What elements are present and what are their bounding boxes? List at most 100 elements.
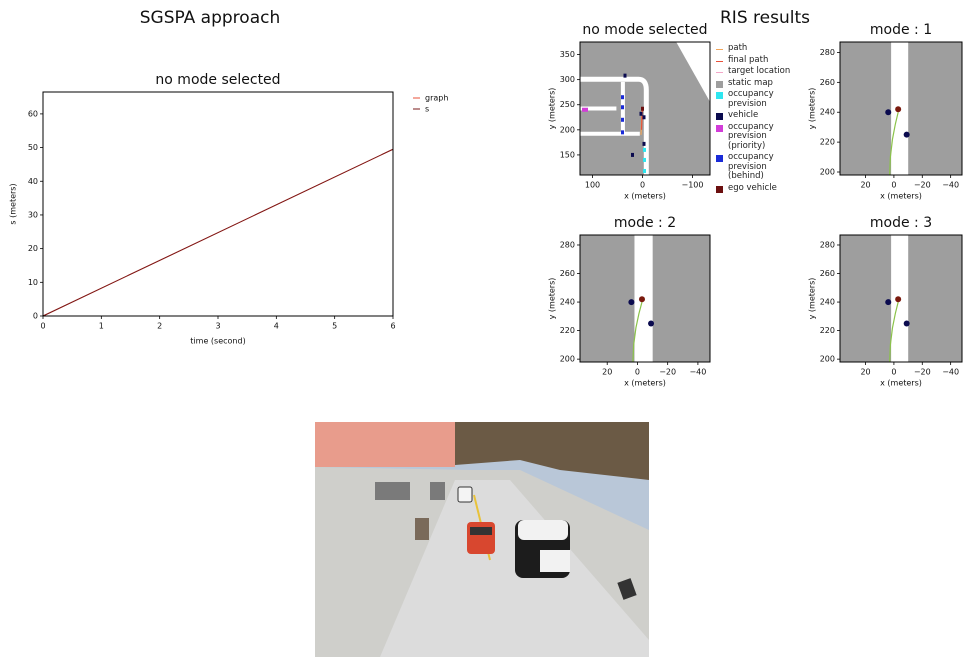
heading: RIS results: [720, 8, 810, 28]
x-axis-label: time (second): [190, 337, 245, 346]
x-tick-label: 6: [390, 322, 395, 331]
y-tick-label: 280: [820, 48, 835, 57]
x-tick-label: 0: [640, 181, 645, 190]
y-tick-label: 200: [560, 125, 575, 134]
y-tick-label: 300: [560, 75, 575, 84]
y-tick-label: 250: [560, 100, 575, 109]
plot-frame: [42, 91, 394, 317]
y-tick-label: 200: [820, 168, 835, 177]
simulation-view: [315, 422, 649, 657]
y-tick-label: 60: [28, 109, 38, 118]
legend: path final path target location static map o…: [716, 43, 798, 195]
legend-item: path: [716, 43, 798, 54]
y-axis-label: y (meters): [548, 88, 557, 130]
x-tick-label: −100: [682, 181, 704, 190]
y-tick-label: 240: [820, 108, 835, 117]
x-tick-label: −40: [942, 181, 959, 190]
legend-label: occupancy prevision (behind): [728, 152, 774, 181]
legend-item: target location: [716, 66, 798, 77]
y-tick-label: 50: [28, 143, 38, 152]
x-tick-label: 0: [891, 368, 896, 377]
x-axis-label: x (meters): [624, 379, 666, 388]
legend-label: occupancy prevision (priority): [728, 121, 774, 151]
road: [676, 42, 710, 102]
plot-frame: [579, 41, 711, 176]
x-tick-label: 0: [40, 322, 45, 331]
legend-item: occupancy prevision (priority): [716, 121, 798, 152]
chart-title: mode : 2: [614, 215, 676, 231]
marker: [621, 95, 624, 100]
x-tick-label: 20: [860, 368, 870, 377]
x-tick-label: 20: [602, 368, 612, 377]
y-axis-label: y (meters): [808, 88, 817, 130]
marker: [648, 320, 655, 327]
heading: SGSPA approach: [140, 8, 281, 28]
legend-label: path: [728, 43, 748, 53]
x-tick-label: 4: [274, 322, 279, 331]
chart-title: no mode selected: [155, 72, 280, 88]
legend-label: graph: [425, 94, 448, 103]
chart-title: mode : 3: [870, 215, 932, 231]
plot-area: [43, 92, 393, 316]
y-tick-label: 220: [820, 138, 835, 147]
y-tick-label: 30: [28, 210, 38, 219]
y-tick-label: 350: [560, 50, 575, 59]
x-tick-label: −40: [942, 368, 959, 377]
plot-frame: [839, 234, 963, 363]
y-tick-label: 220: [820, 326, 835, 335]
plot-frame: [839, 41, 963, 176]
x-axis-label: x (meters): [880, 379, 922, 388]
marker: [639, 111, 643, 116]
legend-item: static map: [716, 78, 798, 89]
marker: [585, 107, 588, 112]
marker: [643, 147, 646, 152]
x-tick-label: 0: [891, 181, 896, 190]
legend-label: final path: [728, 54, 769, 65]
y-tick-label: 240: [560, 298, 575, 307]
legend-label: vehicle: [728, 110, 759, 120]
marker: [582, 107, 585, 112]
y-tick-label: 260: [820, 269, 835, 278]
marker: [638, 296, 645, 303]
legend-swatch: [716, 49, 723, 50]
series-line: [889, 301, 899, 363]
y-tick-label: 280: [820, 240, 835, 249]
legend-swatch: [716, 113, 723, 120]
y-tick-label: 200: [560, 355, 575, 364]
marker: [885, 109, 892, 116]
y-tick-label: 200: [820, 355, 835, 364]
marker: [643, 168, 646, 173]
marker: [903, 131, 910, 138]
marker: [895, 296, 902, 303]
x-tick-label: −40: [689, 368, 706, 377]
y-axis-label: s (meters): [9, 183, 18, 224]
series-line: [42, 148, 394, 317]
y-tick-label: 220: [560, 326, 575, 335]
x-tick-label: −20: [914, 368, 931, 377]
legend-swatch: [716, 60, 723, 62]
y-tick-label: 150: [560, 150, 575, 159]
y-tick-label: 40: [28, 177, 38, 186]
legend-swatch: [716, 185, 723, 193]
legend-item: occupancy prevision (behind): [716, 152, 798, 182]
marker: [642, 115, 646, 120]
x-tick-label: −20: [659, 368, 676, 377]
x-tick-label: 20: [860, 181, 870, 190]
y-tick-label: 260: [820, 78, 835, 87]
marker: [642, 141, 646, 146]
y-tick-label: 20: [28, 244, 38, 253]
x-axis-label: x (meters): [880, 192, 922, 201]
marker: [641, 106, 644, 111]
marker: [885, 299, 892, 306]
x-tick-label: 2: [157, 322, 162, 331]
y-tick-label: 10: [28, 278, 38, 287]
x-axis-label: x (meters): [624, 192, 666, 201]
y-tick-label: 260: [560, 269, 575, 278]
legend-label: ego vehicle: [728, 182, 777, 193]
marker: [903, 320, 910, 327]
y-tick-label: 0: [33, 312, 38, 321]
